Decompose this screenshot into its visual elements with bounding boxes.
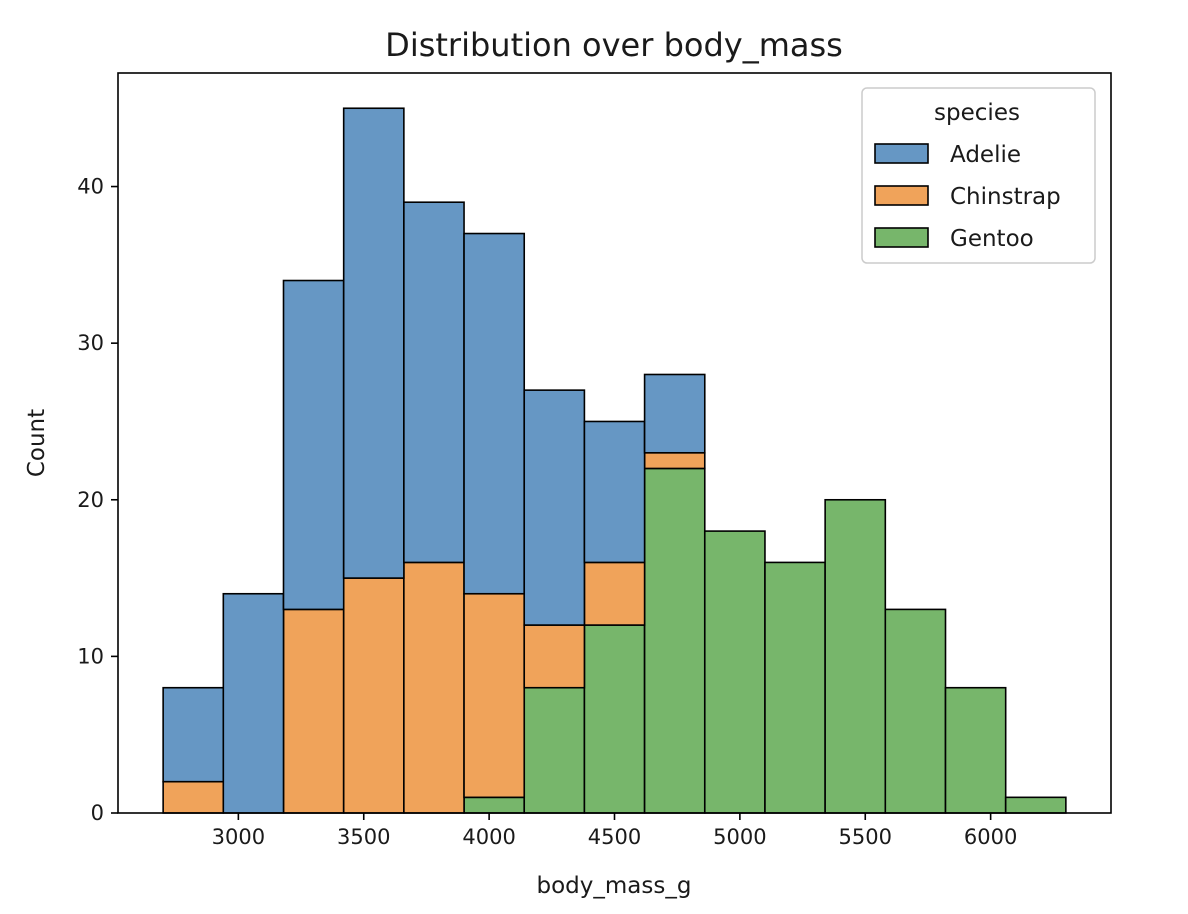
bar-gentoo-11 <box>824 498 887 814</box>
bar-gentoo-8 <box>643 467 706 814</box>
x-tick-label-3: 4500 <box>588 825 641 849</box>
x-axis-label: body_mass_g <box>537 873 692 899</box>
x-tick-label-6: 6000 <box>964 825 1017 849</box>
legend-label-gentoo: Gentoo <box>950 226 1034 252</box>
x-axis-ticks: 3000 3500 4000 4500 5000 5500 6000 <box>212 813 1017 849</box>
bars-layer <box>162 107 1067 814</box>
bar-gentoo-10 <box>764 561 826 814</box>
bar-chinstrap-0 <box>162 780 225 814</box>
bar-gentoo-6 <box>523 686 586 814</box>
y-tick-label-1: 10 <box>77 644 104 668</box>
y-axis-ticks: 0 10 20 30 40 <box>77 175 118 825</box>
bar-chinstrap-2 <box>282 608 345 814</box>
legend-label-chinstrap: Chinstrap <box>950 184 1061 210</box>
bar-adelie-6 <box>523 389 586 626</box>
bar-chinstrap-5 <box>463 592 526 799</box>
x-tick-label-4: 5000 <box>713 825 766 849</box>
bar-chinstrap-8 <box>643 451 706 470</box>
bar-gentoo-13 <box>944 686 1007 814</box>
bar-chinstrap-3 <box>342 577 405 814</box>
bar-adelie-0 <box>162 686 225 783</box>
legend-label-adelie: Adelie <box>950 142 1021 168</box>
bar-chinstrap-7 <box>583 561 646 626</box>
bar-chinstrap-6 <box>523 624 586 689</box>
y-axis-label: Count <box>24 409 50 477</box>
legend-swatch-chinstrap <box>874 185 929 206</box>
x-tick-label-5: 5500 <box>839 825 892 849</box>
bar-gentoo-9 <box>703 530 766 814</box>
bar-adelie-4 <box>403 201 465 564</box>
bar-adelie-2 <box>282 279 345 611</box>
bar-gentoo-5 <box>463 796 526 814</box>
chart-title: Distribution over body_mass <box>385 26 843 64</box>
x-tick-label-1: 3500 <box>337 825 390 849</box>
y-tick-label-4: 40 <box>77 175 104 199</box>
bar-adelie-1 <box>222 592 285 814</box>
x-tick-label-2: 4000 <box>462 825 515 849</box>
legend-frame <box>861 87 1096 264</box>
y-tick-label-2: 20 <box>77 488 104 512</box>
bar-chinstrap-4 <box>403 561 465 814</box>
bar-adelie-7 <box>583 420 646 564</box>
x-tick-label-0: 3000 <box>212 825 265 849</box>
bar-adelie-3 <box>342 107 405 579</box>
bar-gentoo-12 <box>884 608 947 814</box>
legend-swatch-gentoo <box>874 227 929 248</box>
bar-adelie-8 <box>643 373 706 454</box>
y-tick-label-0: 0 <box>91 801 104 825</box>
bar-gentoo-7 <box>583 624 646 814</box>
bar-adelie-5 <box>463 232 526 595</box>
legend: species Adelie Chinstrap Gentoo <box>861 87 1096 264</box>
legend-swatch-adelie <box>874 143 929 164</box>
y-tick-label-3: 30 <box>77 331 104 355</box>
legend-title: species <box>934 100 1020 126</box>
bar-gentoo-14 <box>1004 796 1067 814</box>
